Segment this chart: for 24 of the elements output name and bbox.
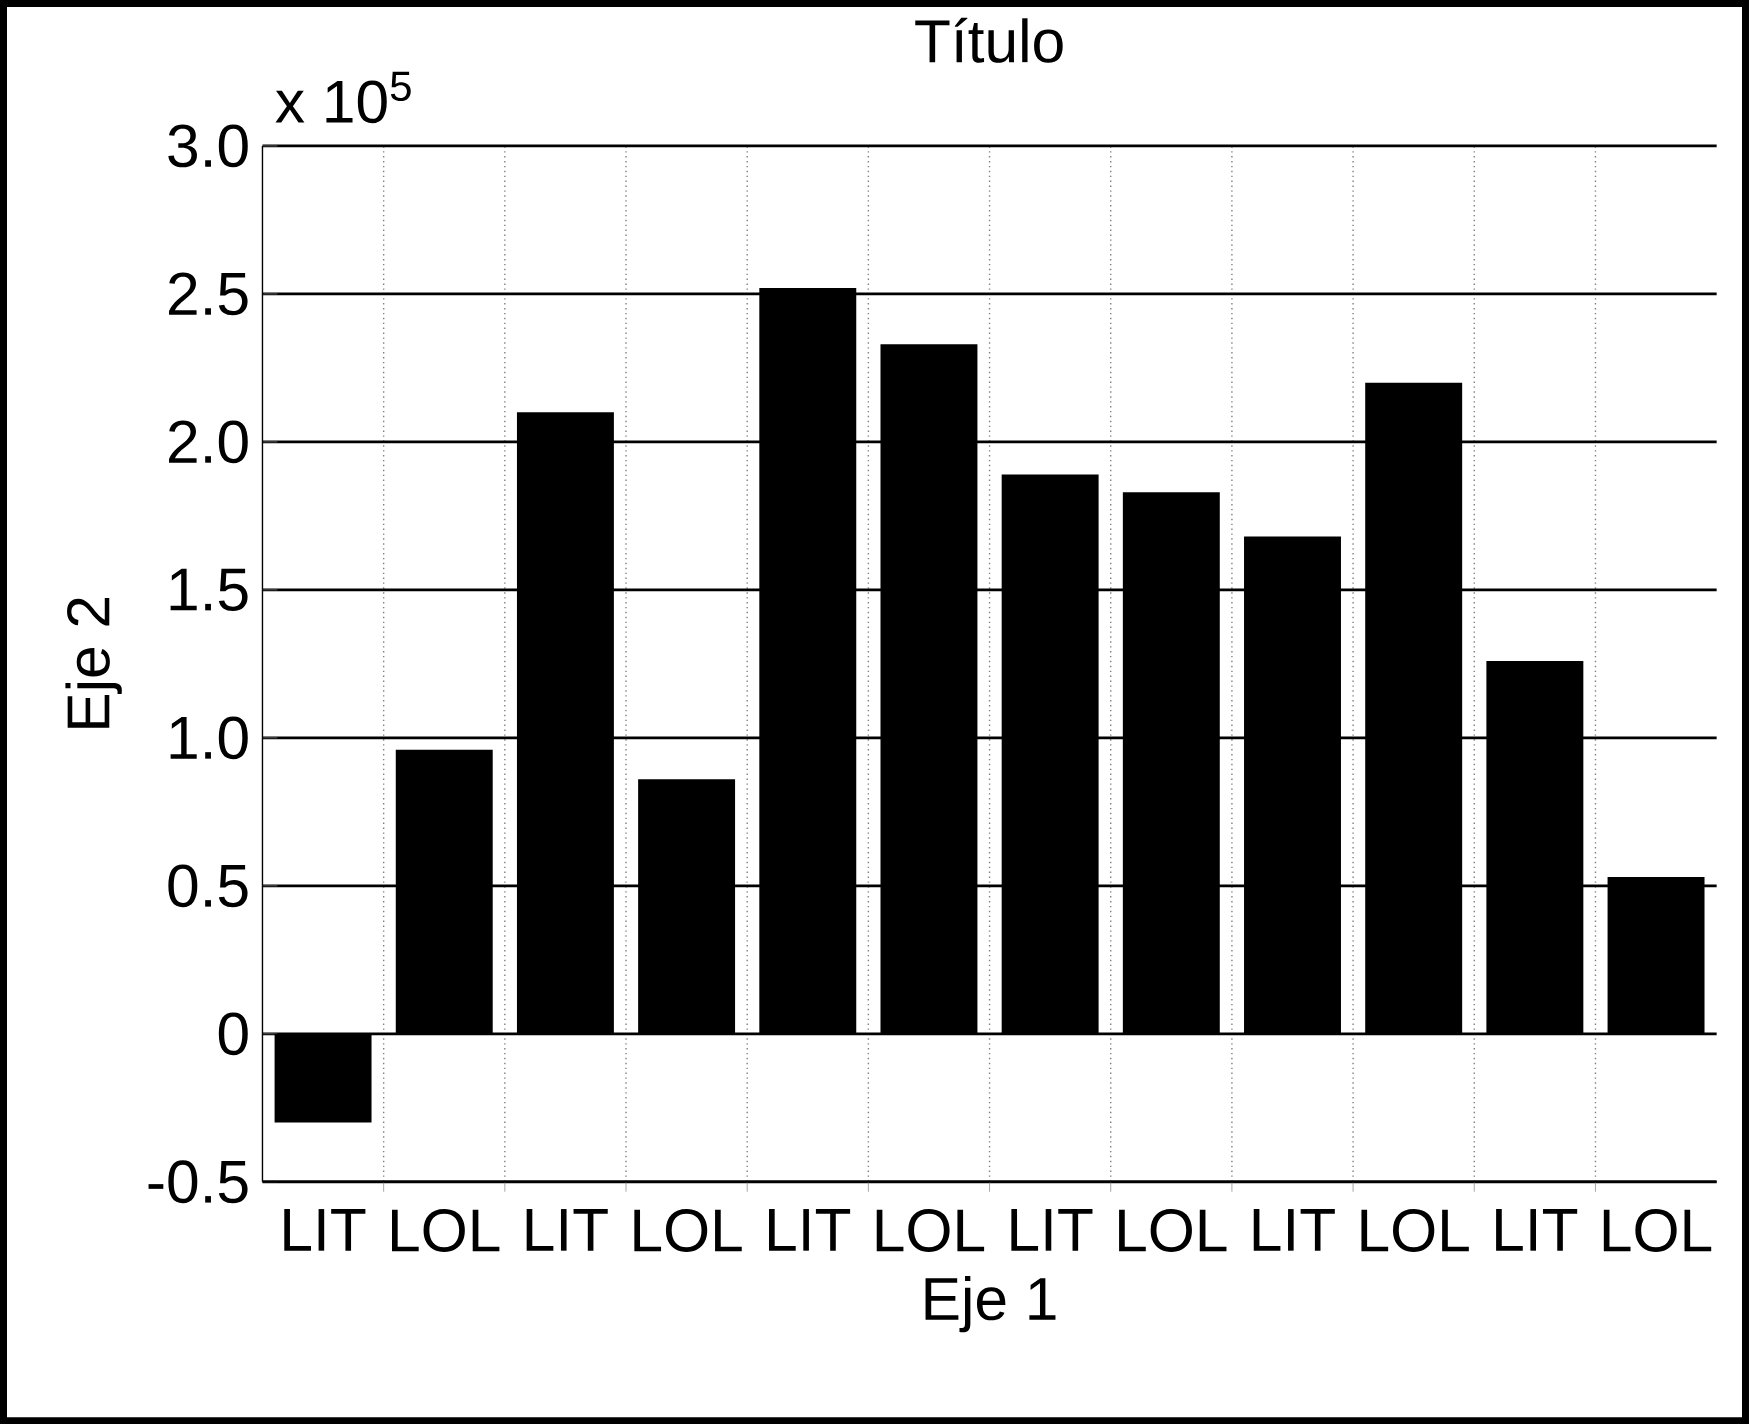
x-tick-label: LIT (769, 1208, 851, 1251)
x-axis-title: Eje 1 (925, 1275, 1056, 1333)
y-tick-label: 2.5 (169, 272, 248, 316)
y-tick-label: 1.0 (170, 716, 248, 760)
y-tick-label: 0 (218, 1012, 248, 1056)
y-tick-label: 2.0 (169, 420, 248, 464)
x-tick-label: LIT (1253, 1208, 1335, 1251)
x-tick-label: LOL (876, 1208, 985, 1252)
x-tick-label: LOL (634, 1208, 742, 1252)
chart-title: Título (915, 17, 1063, 63)
x-tick-label: LIT (526, 1208, 608, 1251)
x-tick-label: LIT (1011, 1208, 1093, 1251)
x-tick-label: LOL (1119, 1208, 1227, 1252)
x-tick-label: LIT (284, 1208, 366, 1251)
y-tick-label: 1.5 (170, 568, 248, 611)
x-tick-label: LOL (1361, 1208, 1469, 1252)
y-tick-label: -0.5 (148, 1160, 248, 1204)
y-tick-label: 3.0 (168, 124, 248, 168)
text: x 10$^{5}$ (275, 71, 411, 124)
x-tick-label: LOL (392, 1208, 500, 1252)
x-tick-label: LIT (1496, 1208, 1578, 1251)
x-tick-label: LOL (1603, 1208, 1712, 1252)
y-axis-title: Eje 2 (65, 597, 122, 728)
y-tick-label: 0.5 (168, 864, 248, 908)
